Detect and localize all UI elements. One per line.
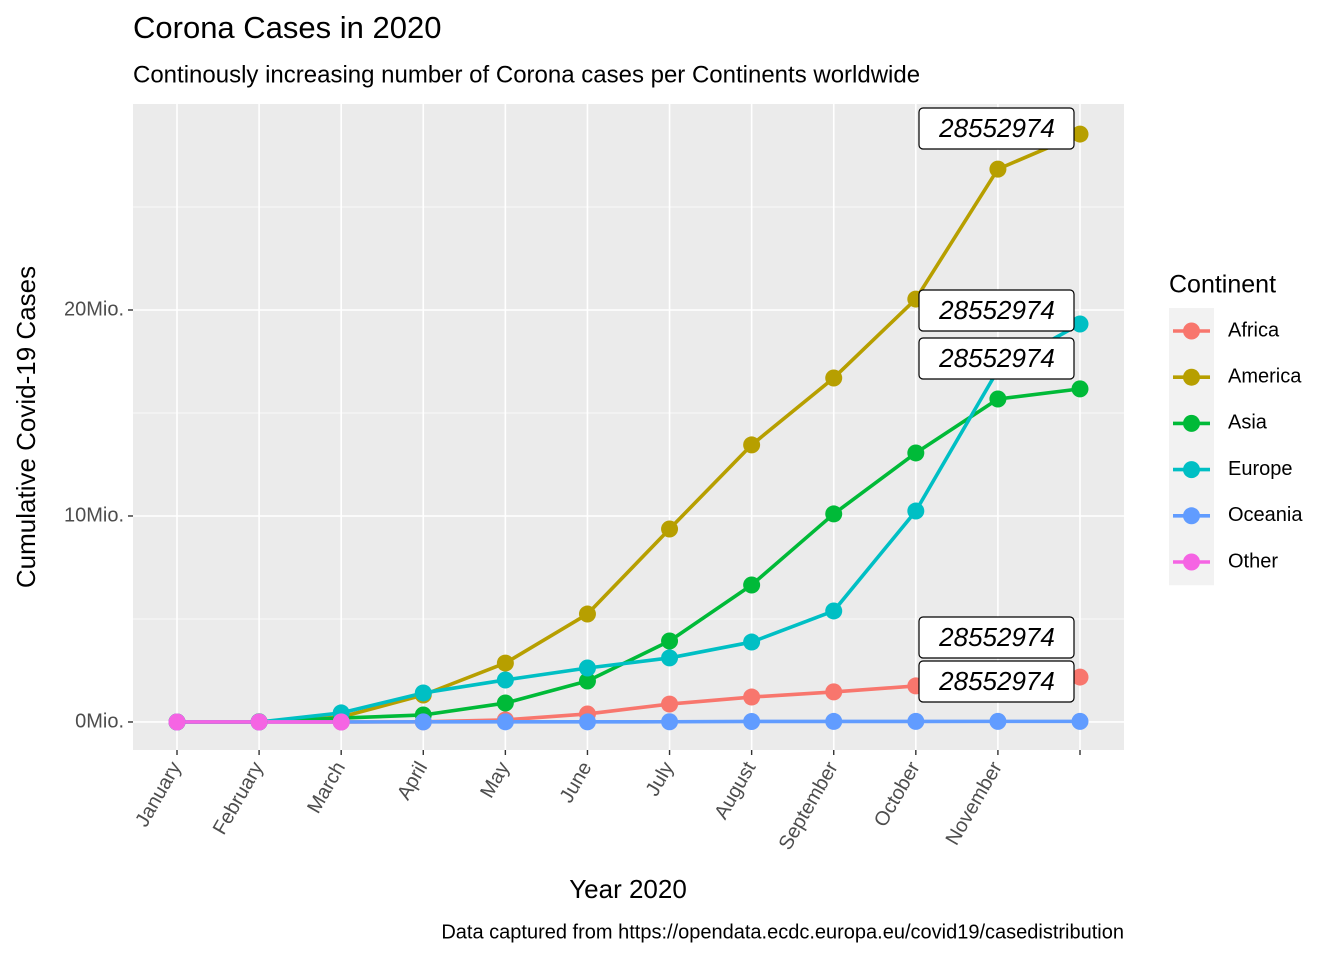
data-point: [1071, 125, 1089, 143]
data-point: [496, 654, 514, 672]
legend-label: Oceania: [1228, 504, 1303, 526]
legend-point: [1183, 507, 1200, 525]
legend-point: [1183, 322, 1200, 340]
data-point: [743, 688, 761, 706]
y-tick-label: 10Mio.: [64, 504, 124, 526]
x-tick-label: May: [476, 758, 514, 802]
data-point: [578, 672, 596, 690]
x-tick-label: October: [870, 758, 925, 831]
legend-title: Continent: [1169, 271, 1276, 299]
y-tick-label: 0Mio.: [75, 710, 124, 732]
data-point: [1071, 380, 1089, 398]
data-point: [496, 694, 514, 712]
data-point: [907, 712, 925, 730]
data-point: [496, 713, 514, 731]
chart-subtitle: Continously increasing number of Corona …: [133, 61, 920, 88]
legend-key-background: [1169, 308, 1214, 586]
data-point: [168, 713, 186, 731]
series-line: [176, 387, 1081, 724]
data-point: [661, 713, 679, 731]
data-point: [825, 505, 843, 523]
data-point: [1071, 712, 1089, 730]
legend-label: Other: [1228, 550, 1278, 572]
data-point: [1071, 315, 1089, 333]
data-point: [250, 713, 268, 731]
legend-label: America: [1228, 365, 1302, 387]
data-point: [578, 605, 596, 623]
annotation-box: [918, 616, 1075, 659]
data-point: [825, 602, 843, 620]
x-tick-label: November: [942, 758, 1007, 849]
data-point: [907, 444, 925, 462]
legend-point: [1183, 461, 1200, 479]
x-tick-label: January: [131, 758, 186, 831]
data-point: [414, 713, 432, 731]
data-point: [989, 390, 1007, 408]
x-axis-title: Year 2020: [569, 874, 687, 904]
legend-point: [1183, 368, 1200, 386]
x-tick-label: August: [710, 758, 760, 823]
annotation-box: [918, 289, 1075, 332]
annotation: 28552974: [938, 343, 1055, 373]
data-point: [743, 712, 761, 730]
data-point: [578, 713, 596, 731]
data-point: [989, 712, 1007, 730]
data-point: [578, 659, 596, 677]
annotation: 28552974: [938, 113, 1055, 143]
annotation: 28552974: [938, 295, 1055, 325]
data-point: [332, 713, 350, 731]
legend-label: Asia: [1228, 412, 1268, 434]
legend-point: [1183, 414, 1200, 432]
data-point: [1071, 668, 1089, 686]
x-tick-label: March: [303, 758, 350, 817]
y-tick-label: 20Mio.: [64, 298, 124, 320]
data-point: [825, 369, 843, 387]
data-point: [743, 436, 761, 454]
annotation: 28552974: [938, 666, 1055, 696]
legend-label: Africa: [1228, 319, 1280, 341]
annotation-box: [918, 107, 1075, 150]
annotation-box: [918, 337, 1075, 380]
data-point: [989, 160, 1007, 178]
legend-label: Europe: [1228, 458, 1293, 480]
chart-title: Corona Cases in 2020: [133, 10, 441, 45]
data-point: [661, 520, 679, 538]
data-point: [743, 576, 761, 594]
annotation: 28552974: [938, 622, 1055, 652]
x-tick-label: April: [393, 758, 432, 804]
caption: Data captured from https://opendata.ecdc…: [441, 921, 1124, 943]
data-point: [414, 684, 432, 702]
y-axis-title: Cumulative Covid-19 Cases: [11, 266, 41, 588]
data-point: [907, 502, 925, 520]
data-point: [743, 633, 761, 651]
x-tick-label: June: [556, 758, 597, 807]
data-point: [825, 712, 843, 730]
series-line: [177, 322, 1081, 724]
data-point: [661, 695, 679, 713]
data-point: [661, 649, 679, 667]
x-tick-label: February: [209, 758, 268, 838]
data-point: [825, 683, 843, 701]
x-tick-label: September: [775, 758, 843, 854]
legend-point: [1183, 553, 1200, 571]
x-tick-label: July: [642, 758, 679, 800]
data-point: [661, 632, 679, 650]
annotation-box: [918, 660, 1075, 703]
data-point: [496, 671, 514, 689]
